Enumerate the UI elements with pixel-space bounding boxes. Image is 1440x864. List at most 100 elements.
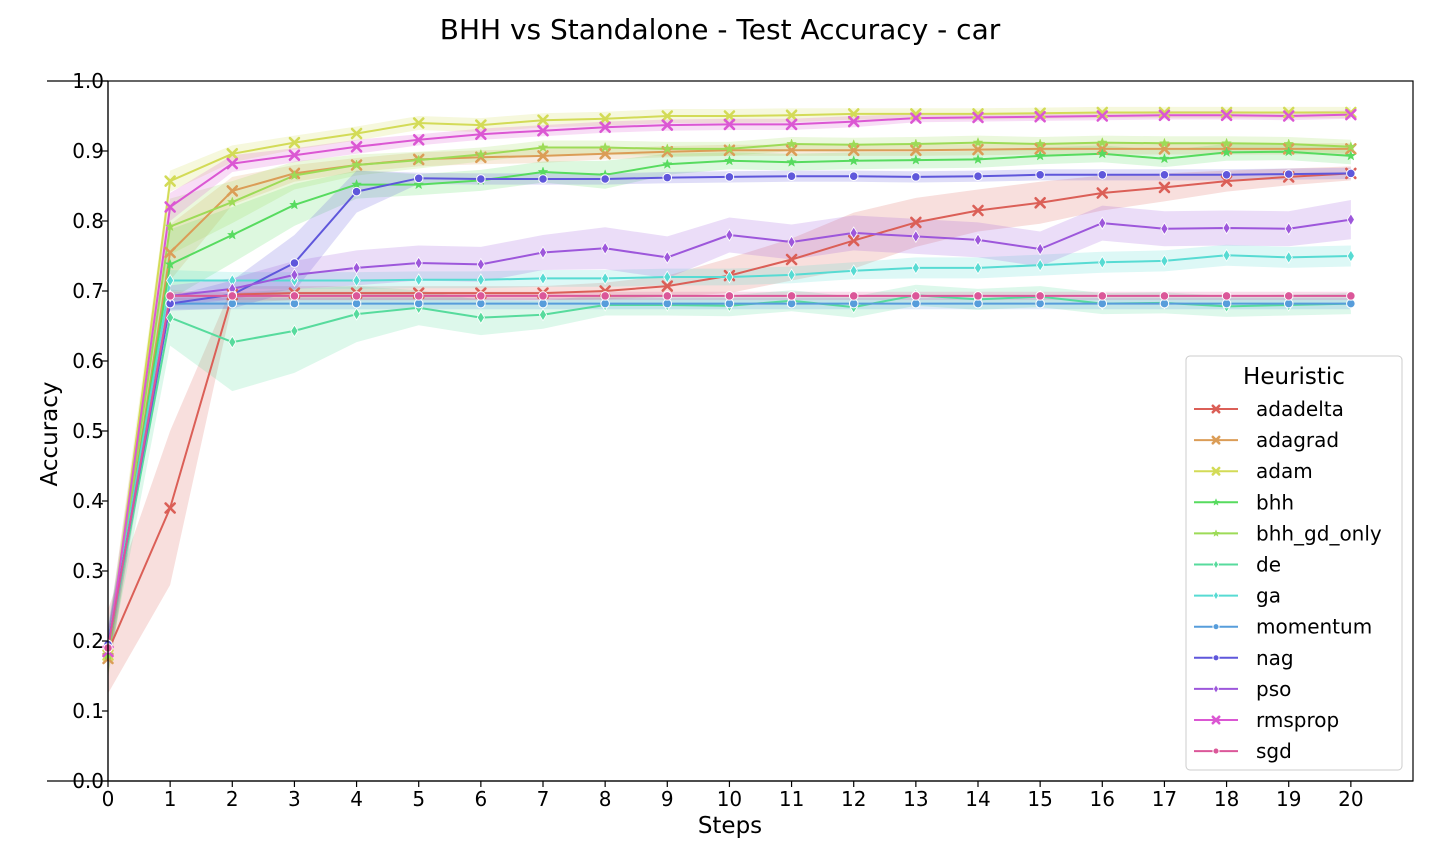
bhh-gd-only-point bbox=[972, 136, 984, 148]
x-tick-label: 19 bbox=[1276, 787, 1301, 811]
legend-item-adadelta: adadelta bbox=[1194, 397, 1344, 421]
rmsprop-point bbox=[910, 112, 922, 124]
adagrad-point bbox=[1034, 143, 1046, 155]
ga-point bbox=[973, 261, 983, 275]
pso-point bbox=[476, 257, 485, 272]
legend-label: ga bbox=[1256, 584, 1281, 608]
pso-point bbox=[414, 256, 423, 270]
adam-point bbox=[599, 113, 611, 125]
ga-point bbox=[414, 273, 423, 287]
bhh-point bbox=[848, 155, 860, 166]
bhh-gd-only-point bbox=[537, 141, 549, 153]
bhh-point bbox=[661, 158, 673, 169]
rmsprop-point bbox=[1282, 110, 1295, 122]
x-tick-label: 3 bbox=[288, 787, 301, 811]
adagrad-point bbox=[537, 150, 549, 162]
bhh-point bbox=[1221, 146, 1232, 157]
bhh-gd-only-point bbox=[413, 154, 425, 165]
adam-point bbox=[288, 136, 301, 149]
legend-item-sgd: sgd bbox=[1194, 739, 1292, 763]
ga-point bbox=[1098, 255, 1107, 269]
rmsprop-point bbox=[350, 141, 363, 153]
y-tick-label: 0.6 bbox=[72, 349, 104, 373]
pso-point bbox=[849, 226, 858, 240]
sgd-point bbox=[600, 291, 610, 301]
sgd-point bbox=[786, 291, 797, 301]
adam-point bbox=[412, 117, 425, 129]
rmsprop-point bbox=[1158, 109, 1171, 122]
de-point bbox=[228, 335, 237, 349]
bhh-gd-only-point bbox=[475, 148, 487, 160]
pso-point bbox=[1098, 216, 1107, 230]
pso-point bbox=[1222, 221, 1231, 235]
ga-point bbox=[787, 268, 796, 282]
adadelta-point bbox=[847, 234, 860, 247]
ga-point bbox=[1036, 258, 1045, 272]
legend-marker bbox=[1212, 747, 1220, 755]
nag-point bbox=[1283, 169, 1294, 179]
legend-marker bbox=[1211, 715, 1221, 725]
bhh-gd-only-point bbox=[1096, 136, 1108, 148]
pso-point bbox=[352, 261, 361, 275]
ga-point bbox=[663, 270, 672, 284]
adam-point bbox=[1158, 106, 1171, 119]
bhh-point bbox=[413, 178, 425, 190]
nag-point bbox=[911, 172, 921, 182]
legend-marker bbox=[1211, 466, 1221, 476]
bhh-point bbox=[226, 229, 238, 240]
legend-label: bhh_gd_only bbox=[1256, 521, 1382, 545]
bhh-gd-only-point bbox=[1221, 137, 1232, 148]
x-tick-label: 5 bbox=[412, 787, 425, 811]
legend-label: sgd bbox=[1256, 739, 1292, 763]
x-axis-label: Steps bbox=[698, 813, 762, 839]
legend-label: de bbox=[1256, 553, 1281, 577]
x-tick-label: 4 bbox=[350, 787, 363, 811]
rmsprop-point bbox=[164, 201, 176, 213]
legend-marker bbox=[1211, 498, 1221, 506]
bhh-point bbox=[910, 154, 922, 165]
legend-item-nag: nag bbox=[1194, 646, 1294, 670]
y-tick-label: 0.1 bbox=[72, 699, 104, 723]
y-axis-label: Accuracy bbox=[37, 381, 63, 486]
rmsprop-point bbox=[1345, 108, 1357, 121]
bhh-gd-only-point bbox=[724, 143, 735, 154]
ga-point bbox=[1222, 248, 1231, 262]
y-tick-label: 0.0 bbox=[72, 769, 104, 793]
de-point bbox=[538, 308, 548, 322]
adadelta-point bbox=[1096, 187, 1109, 199]
legend-label: adagrad bbox=[1256, 428, 1339, 452]
series-markers bbox=[102, 106, 1357, 665]
adam-point bbox=[661, 110, 674, 122]
y-tick-label: 0.4 bbox=[72, 489, 104, 513]
sgd-point bbox=[848, 291, 859, 301]
legend-item-momentum: momentum bbox=[1194, 615, 1372, 639]
x-tick-label: 0 bbox=[102, 787, 115, 811]
legend: Heuristic adadelta adagrad adam bhh bhh_gd_o… bbox=[1185, 355, 1403, 771]
x-tick-label: 11 bbox=[779, 787, 804, 811]
adadelta-point bbox=[1034, 197, 1046, 209]
adam-point bbox=[1345, 106, 1357, 119]
nag-point bbox=[1035, 170, 1045, 180]
rmsprop-point bbox=[847, 115, 860, 128]
nag-point bbox=[662, 172, 673, 183]
legend-label: adadelta bbox=[1256, 397, 1344, 421]
bhh-point bbox=[537, 166, 549, 177]
x-tick-label: 10 bbox=[717, 787, 742, 811]
ga-point bbox=[1160, 254, 1169, 268]
sgd-point bbox=[413, 291, 424, 301]
sgd-point bbox=[289, 291, 300, 301]
legend-item-pso: pso bbox=[1194, 677, 1291, 701]
adagrad-point bbox=[164, 246, 176, 259]
x-tick-label: 7 bbox=[537, 787, 550, 811]
ga-point bbox=[911, 261, 920, 275]
bhh-gd-only-point bbox=[289, 169, 300, 181]
legend-label: bhh bbox=[1256, 490, 1294, 514]
sgd-point bbox=[973, 291, 983, 301]
sgd-point bbox=[1035, 291, 1045, 301]
legend-marker bbox=[1211, 529, 1221, 537]
bhh-gd-only-point bbox=[848, 139, 860, 150]
x-tick-label: 18 bbox=[1214, 787, 1239, 811]
rmsprop-point bbox=[475, 128, 487, 140]
ga-point bbox=[725, 270, 734, 284]
sgd-point bbox=[476, 291, 486, 301]
